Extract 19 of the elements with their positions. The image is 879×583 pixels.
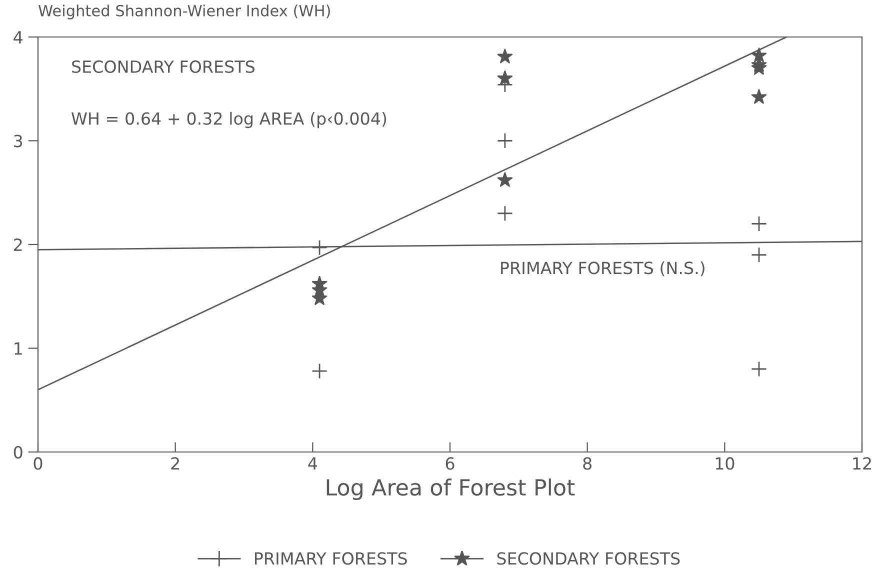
y-tick-label: 3 — [14, 134, 22, 148]
x-tick-label: 8 — [583, 457, 592, 470]
x-tick-label: 10 — [716, 457, 734, 470]
y-axis-title: Weighted Shannon-Wiener Index (WH) — [38, 4, 330, 20]
x-tick-label: 2 — [171, 457, 179, 470]
x-tick-label: 4 — [308, 457, 318, 470]
y-tick-label: 2 — [14, 238, 22, 251]
annotation: WH = 0.64 + 0.32 log AREA (p‹0.004) — [72, 112, 386, 128]
y-tick-label: 4 — [14, 31, 22, 44]
x-tick-label: 6 — [446, 457, 454, 470]
legend-label: SECONDARY FORESTS — [497, 552, 680, 565]
y-tick-label: 0 — [14, 446, 22, 459]
legend-label: PRIMARY FORESTS — [255, 552, 407, 565]
annotation: SECONDARY FORESTS — [72, 60, 254, 73]
y-tick-label: 1 — [14, 342, 22, 355]
annotation: PRIMARY FORESTS (N.S.) — [501, 261, 704, 276]
x-axis-title: Log Area of Forest Plot — [326, 478, 575, 500]
x-tick-label: 0 — [34, 457, 42, 470]
x-tick-label: 12 — [853, 457, 871, 470]
